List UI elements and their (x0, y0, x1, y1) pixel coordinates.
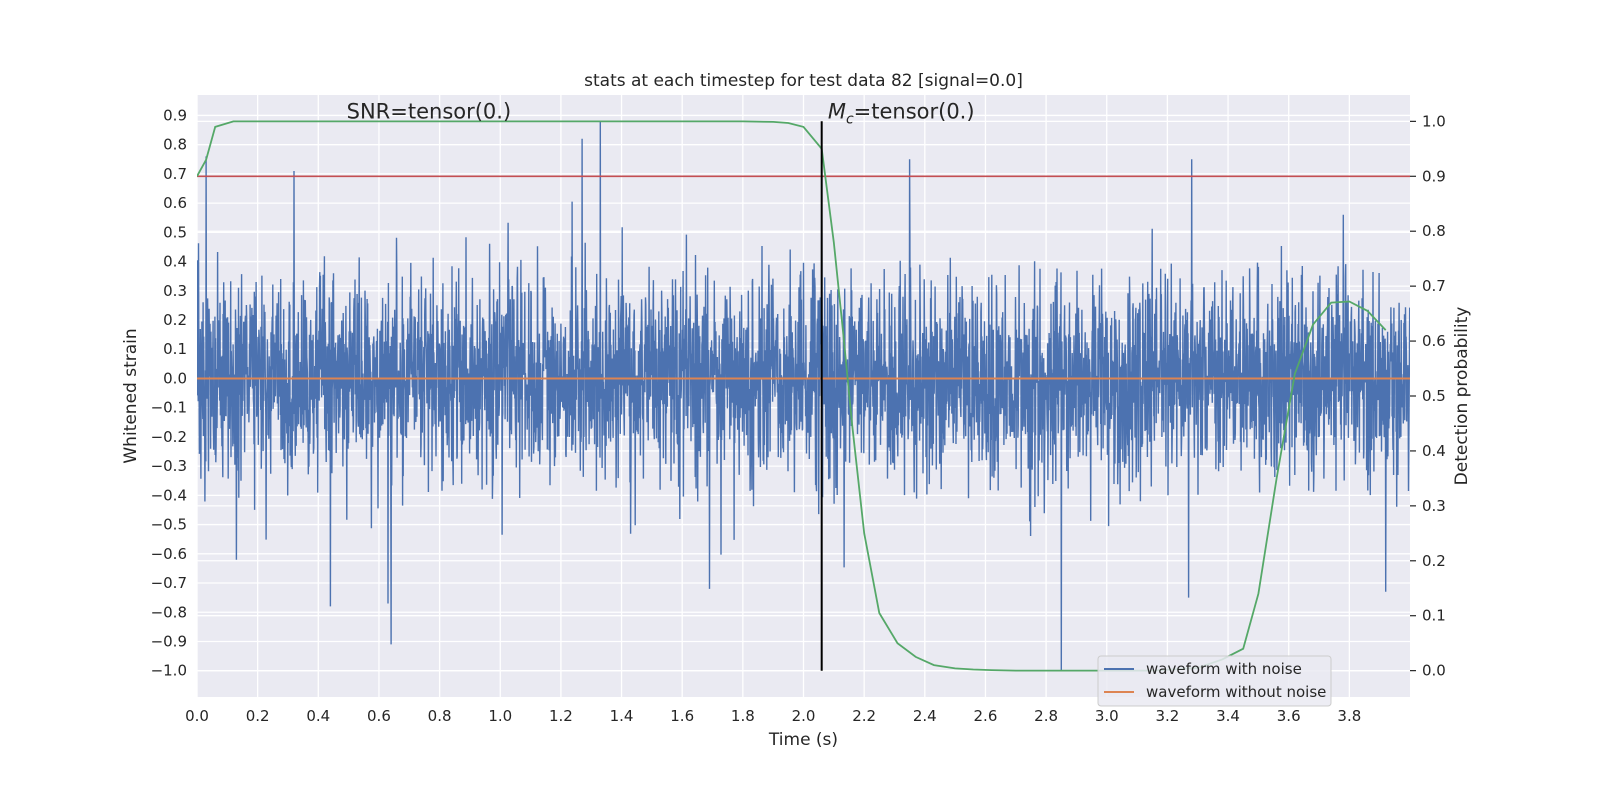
x-axis-ticks: 0.0 0.2 0.4 0.6 0.8 1.0 1.2 1.4 1.6 1.8 2.0 2.2 2.4 2… (185, 707, 1361, 725)
y-tick-label: −0.2 (151, 428, 187, 446)
x-tick-label: 2.6 (974, 707, 998, 725)
x-axis-label: Time (s) (768, 730, 838, 750)
x-tick-label: 0.0 (185, 707, 209, 725)
x-tick-label: 1.8 (731, 707, 755, 725)
y-tick-label: −0.6 (151, 545, 187, 563)
y-tick-label: −0.4 (151, 486, 187, 504)
y2-tick-label: 0.6 (1422, 332, 1446, 350)
y-tick-label: −0.8 (151, 603, 187, 621)
x-tick-label: 0.6 (367, 707, 391, 725)
annotation-snr: SNR=tensor(0.) (347, 99, 512, 123)
legend-label-noise: waveform with noise (1146, 660, 1302, 678)
legend: waveform with noise waveform without noi… (1097, 655, 1332, 707)
y2-tick-label: 1.0 (1422, 112, 1446, 130)
y2-tick-label: 0.8 (1422, 222, 1446, 240)
x-tick-label: 2.4 (913, 707, 937, 725)
x-tick-label: 3.0 (1095, 707, 1119, 725)
x-tick-label: 2.2 (852, 707, 876, 725)
y-axis-ticks: 0.9 0.8 0.7 0.6 0.5 0.4 0.3 0.2 0.1 0.0 −0.1 −0.2 −0… (151, 106, 187, 679)
y-tick-label: 0.1 (163, 340, 187, 358)
y2-axis-label: Detection probability (1452, 307, 1472, 486)
series-waveform-with-noise (197, 121, 1410, 671)
series-detection-probability (197, 120, 1387, 672)
y-tick-label: 0.6 (163, 194, 187, 212)
y2-tick-label: 0.2 (1422, 552, 1446, 570)
x-tick-label: 3.4 (1216, 707, 1240, 725)
y-tick-label: 0.2 (163, 311, 187, 329)
x-tick-label: 0.4 (306, 707, 330, 725)
x-tick-label: 1.4 (610, 707, 634, 725)
y2-tick-label: 0.1 (1422, 607, 1446, 625)
y-tick-label: −0.3 (151, 457, 187, 475)
x-tick-label: 2.8 (1034, 707, 1058, 725)
y2-tick-label: 0.4 (1422, 442, 1446, 460)
y2-tick-label: 0.9 (1422, 167, 1446, 185)
chart-title: stats at each timestep for test data 82 … (584, 71, 1023, 91)
y-tick-label: −0.7 (151, 574, 187, 592)
y-tick-label: 0.9 (163, 106, 187, 124)
x-tick-label: 1.6 (670, 707, 694, 725)
y2-tick-label: 0.0 (1422, 662, 1446, 680)
x-tick-label: 3.8 (1337, 707, 1361, 725)
x-tick-label: 2.0 (792, 707, 816, 725)
y-tick-label: 0.0 (163, 369, 187, 387)
y-tick-label: 0.8 (163, 136, 187, 154)
legend-box (1097, 655, 1332, 707)
x-tick-label: 0.2 (246, 707, 270, 725)
x-tick-label: 0.8 (428, 707, 452, 725)
x-tick-label: 1.0 (488, 707, 512, 725)
annotation-chirp-mass: Mc=tensor(0.) (828, 99, 975, 127)
y2-axis-ticks: 1.0 0.9 0.8 0.7 0.6 0.5 0.4 0.3 0.2 0.1 0.0 (1410, 112, 1446, 680)
y2-tick-label: 0.3 (1422, 497, 1446, 515)
legend-label-clean: waveform without noise (1146, 683, 1326, 701)
y-tick-label: −1.0 (151, 662, 187, 680)
x-tick-label: 1.2 (549, 707, 573, 725)
annotation-chirp-mass-value: =tensor(0.) (854, 99, 975, 123)
annotation-chirp-mass-subscript: c (846, 111, 854, 127)
y-tick-label: −0.5 (151, 516, 187, 534)
y2-tick-label: 0.5 (1422, 387, 1446, 405)
y-tick-label: −0.1 (151, 399, 187, 417)
x-tick-label: 3.6 (1277, 707, 1301, 725)
y2-tick-label: 0.7 (1422, 277, 1446, 295)
y-tick-label: −0.9 (151, 632, 187, 650)
x-tick-label: 3.2 (1155, 707, 1179, 725)
y-tick-label: 0.5 (163, 223, 187, 241)
y-tick-label: 0.7 (163, 165, 187, 183)
y-tick-label: 0.4 (163, 253, 187, 271)
annotation-chirp-mass-symbol: M (828, 99, 846, 123)
y-tick-label: 0.3 (163, 282, 187, 300)
y-axis-label: Whitened strain (121, 328, 141, 463)
